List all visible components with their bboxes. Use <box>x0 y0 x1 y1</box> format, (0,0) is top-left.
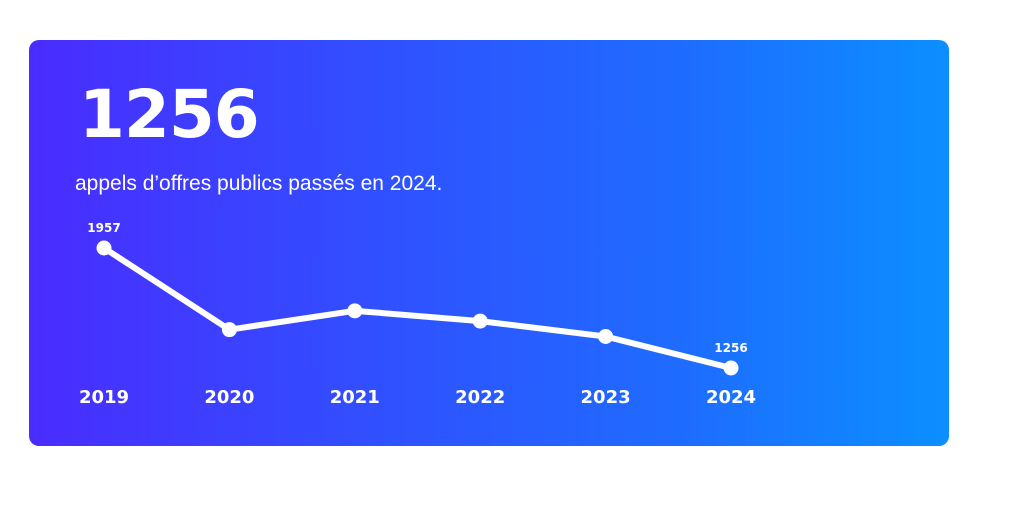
x-tick-label: 2024 <box>706 387 756 408</box>
series-line <box>101 245 734 371</box>
stats-card: 1256 appels d’offres publics passés en 2… <box>29 40 949 446</box>
x-tick-label: 2022 <box>455 387 505 408</box>
data-point <box>347 303 363 319</box>
data-point <box>472 313 488 329</box>
data-point <box>598 329 614 345</box>
line-chart: 2019 2020 2021 2022 2023 2024 1957 1256 <box>79 221 756 408</box>
x-tick-label: 2019 <box>79 387 129 408</box>
x-tick-label: 2020 <box>204 387 254 408</box>
x-tick-label: 2021 <box>330 387 380 408</box>
data-label: 1256 <box>714 341 747 355</box>
data-label: 1957 <box>87 221 120 235</box>
data-point <box>221 322 237 338</box>
data-point <box>96 240 112 256</box>
headline-value: 1256 <box>79 76 260 153</box>
headline-caption: appels d’offres publics passés en 2024. <box>75 172 443 195</box>
x-tick-label: 2023 <box>581 387 631 408</box>
data-point <box>723 360 739 376</box>
